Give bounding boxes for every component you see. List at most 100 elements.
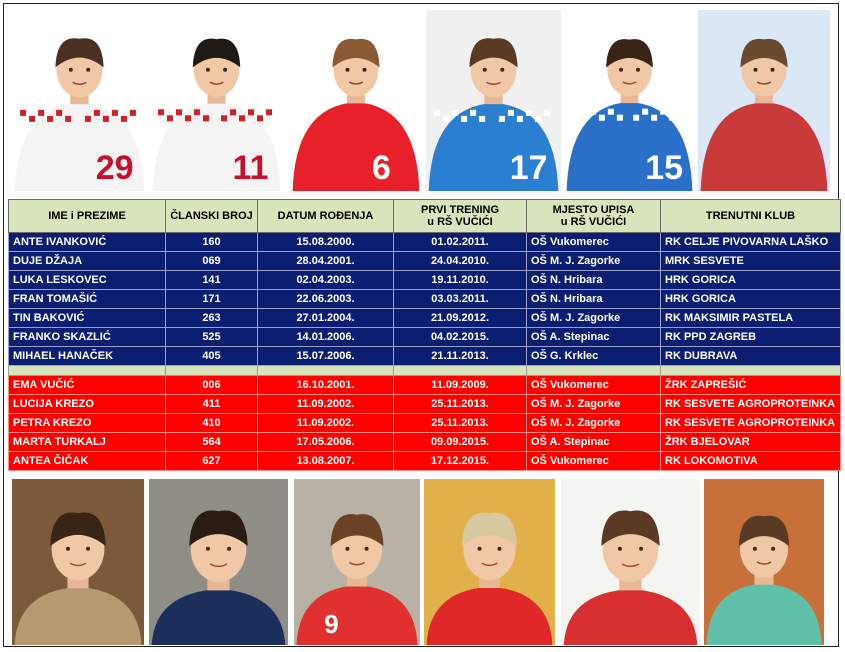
table-row: LUKA LESKOVEC 141 02.04.2003. 19.11.2010. OŠ… bbox=[8, 270, 841, 290]
table-row: MARTA TURKALJ 564 17.05.2006. 09.09.2015. OŠ… bbox=[8, 432, 841, 452]
cell-enrollment-place: OŠ Vukomerec bbox=[526, 375, 661, 395]
player-photo-6 bbox=[698, 10, 830, 191]
table-row: FRAN TOMAŠIĆ 171 22.06.2003. 03.03.2011. OŠ … bbox=[8, 289, 841, 309]
cell-enrollment-place: OŠ M. J. Zagorke bbox=[526, 251, 661, 271]
cell-name: FRAN TOMAŠIĆ bbox=[8, 289, 166, 309]
cell-member-number: 160 bbox=[165, 232, 258, 252]
child-photo-2 bbox=[149, 479, 288, 645]
player-photo-2: 11 bbox=[150, 10, 283, 191]
cell-member-number: 564 bbox=[165, 432, 258, 452]
header-enrollment-place: MJESTO UPISA u RŠ VUČIĆI bbox=[526, 199, 661, 233]
cell-enrollment-place: OŠ A. Stepinac bbox=[526, 327, 661, 347]
header-enrollment-place-line1: MJESTO UPISA bbox=[552, 204, 635, 216]
cell-current-club: HRK GORICA bbox=[660, 289, 841, 309]
header-first-training: PRVI TRENING u RŠ VUČIĆI bbox=[393, 199, 527, 233]
header-current-club-line1: TRENUTNI KLUB bbox=[705, 210, 796, 222]
roster-sheet: 29 11 6 17 15 IME i PREZIME ČLANSKI BROJ DATUM… bbox=[3, 3, 841, 647]
cell-member-number: 525 bbox=[165, 327, 258, 347]
cell-name: MARTA TURKALJ bbox=[8, 432, 166, 452]
cell-birth-date: 28.04.2001. bbox=[257, 251, 394, 271]
cell-member-number: 263 bbox=[165, 308, 258, 328]
cell-birth-date: 16.10.2001. bbox=[257, 375, 394, 395]
cell-member-number: 410 bbox=[165, 413, 258, 433]
cell-birth-date: 13.08.2007. bbox=[257, 451, 394, 471]
cell-birth-date: 11.09.2002. bbox=[257, 413, 394, 433]
cell-first-training: 25.11.2013. bbox=[393, 413, 527, 433]
header-name: IME i PREZIME bbox=[8, 199, 166, 233]
header-birth-date: DATUM ROĐENJA bbox=[257, 199, 394, 233]
cell-birth-date: 02.04.2003. bbox=[257, 270, 394, 290]
cell-first-training: 01.02.2011. bbox=[393, 232, 527, 252]
cell-enrollment-place: OŠ M. J. Zagorke bbox=[526, 308, 661, 328]
cell-current-club: RK SESVETE AGROPROTEINKA bbox=[660, 394, 841, 414]
cell-name: MIHAEL HANAČEK bbox=[8, 346, 166, 366]
jersey-number: 15 bbox=[645, 149, 683, 187]
cell-enrollment-place: OŠ M. J. Zagorke bbox=[526, 413, 661, 433]
cell-name: LUCIJA KREZO bbox=[8, 394, 166, 414]
separator-cell bbox=[393, 365, 527, 376]
child-photo-6 bbox=[704, 479, 824, 645]
cell-current-club: RK CELJE PIVOVARNA LAŠKO bbox=[660, 232, 841, 252]
cell-enrollment-place: OŠ M. J. Zagorke bbox=[526, 394, 661, 414]
cell-enrollment-place: OŠ N. Hribara bbox=[526, 270, 661, 290]
cell-current-club: RK SESVETE AGROPROTEINKA bbox=[660, 413, 841, 433]
cell-enrollment-place: OŠ N. Hribara bbox=[526, 289, 661, 309]
cell-name: PETRA KREZO bbox=[8, 413, 166, 433]
separator-cell bbox=[526, 365, 661, 376]
cell-first-training: 21.09.2012. bbox=[393, 308, 527, 328]
table-row: FRANKO SKAZLIĆ 525 14.01.2006. 04.02.2015. O… bbox=[8, 327, 841, 347]
cell-name: ANTE IVANKOVIĆ bbox=[8, 232, 166, 252]
cell-birth-date: 14.01.2006. bbox=[257, 327, 394, 347]
table-row: DUJE DŽAJA 069 28.04.2001. 24.04.2010. OŠ M.… bbox=[8, 251, 841, 271]
cell-member-number: 006 bbox=[165, 375, 258, 395]
header-member-number: ČLANSKI BROJ bbox=[165, 199, 258, 233]
top-photo-strip: 29 11 6 17 15 bbox=[4, 7, 838, 193]
cell-first-training: 03.03.2011. bbox=[393, 289, 527, 309]
cell-member-number: 405 bbox=[165, 346, 258, 366]
table-row: MIHAEL HANAČEK 405 15.07.2006. 21.11.2013. O… bbox=[8, 346, 841, 366]
jersey-number: 9 bbox=[324, 609, 338, 639]
cell-enrollment-place: OŠ Vukomerec bbox=[526, 232, 661, 252]
cell-name: LUKA LESKOVEC bbox=[8, 270, 166, 290]
table-row: ANTE IVANKOVIĆ 160 15.08.2000. 01.02.2011. O… bbox=[8, 232, 841, 252]
cell-enrollment-place: OŠ A. Stepinac bbox=[526, 432, 661, 452]
cell-first-training: 25.11.2013. bbox=[393, 394, 527, 414]
child-photo-1 bbox=[12, 479, 144, 645]
child-photo-5 bbox=[561, 479, 700, 645]
header-member-number-line1: ČLANSKI BROJ bbox=[170, 210, 253, 222]
child-photo-4 bbox=[424, 479, 555, 645]
roster-body: ANTE IVANKOVIĆ 160 15.08.2000. 01.02.2011. O… bbox=[8, 232, 841, 471]
player-photo-1: 29 bbox=[12, 10, 147, 191]
group-separator-row bbox=[8, 365, 841, 376]
child-photo-3: 9 bbox=[294, 479, 420, 645]
cell-birth-date: 22.06.2003. bbox=[257, 289, 394, 309]
cell-current-club: RK PPD ZAGREB bbox=[660, 327, 841, 347]
table-row: TIN BAKOVIĆ 263 27.01.2004. 21.09.2012. OŠ M… bbox=[8, 308, 841, 328]
table-row: ANTEA ČIČAK 627 13.08.2007. 17.12.2015. OŠ V… bbox=[8, 451, 841, 471]
cell-name: EMA VUČIĆ bbox=[8, 375, 166, 395]
cell-current-club: RK MAKSIMIR PASTELA bbox=[660, 308, 841, 328]
separator-cell bbox=[165, 365, 258, 376]
header-name-line1: IME i PREZIME bbox=[48, 210, 126, 222]
jersey-number: 17 bbox=[510, 149, 548, 187]
header-first-training-line1: PRVI TRENING bbox=[420, 204, 500, 216]
cell-member-number: 411 bbox=[165, 394, 258, 414]
header-current-club: TRENUTNI KLUB bbox=[660, 199, 841, 233]
cell-current-club: HRK GORICA bbox=[660, 270, 841, 290]
cell-member-number: 141 bbox=[165, 270, 258, 290]
cell-member-number: 627 bbox=[165, 451, 258, 471]
header-first-training-line2: u RŠ VUČIĆI bbox=[427, 216, 493, 228]
roster-table: IME i PREZIME ČLANSKI BROJ DATUM ROĐENJA PR… bbox=[8, 199, 841, 471]
cell-name: FRANKO SKAZLIĆ bbox=[8, 327, 166, 347]
cell-member-number: 069 bbox=[165, 251, 258, 271]
cell-birth-date: 17.05.2006. bbox=[257, 432, 394, 452]
cell-current-club: RK DUBRAVA bbox=[660, 346, 841, 366]
cell-first-training: 24.04.2010. bbox=[393, 251, 527, 271]
cell-name: TIN BAKOVIĆ bbox=[8, 308, 166, 328]
bottom-photo-strip: 9 bbox=[4, 479, 838, 647]
separator-cell bbox=[8, 365, 166, 376]
player-photo-5: 15 bbox=[564, 10, 695, 191]
cell-current-club: MRK SESVETE bbox=[660, 251, 841, 271]
cell-name: ANTEA ČIČAK bbox=[8, 451, 166, 471]
cell-current-club: ŽRK ZAPREŠIĆ bbox=[660, 375, 841, 395]
